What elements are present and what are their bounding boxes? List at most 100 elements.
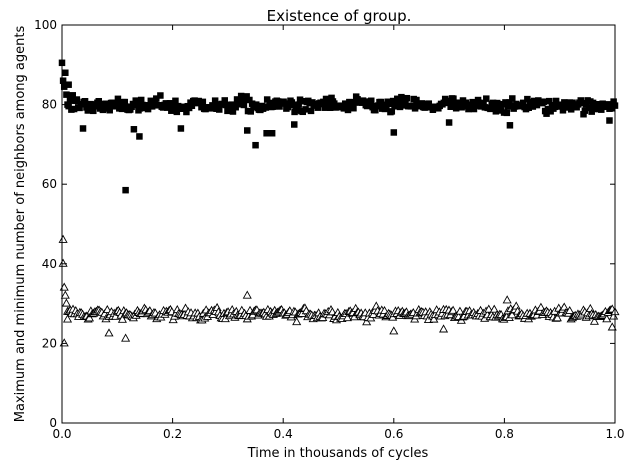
x-tick-label: 0.6 (384, 427, 403, 441)
max-neighbors-point (328, 94, 335, 102)
plot-frame (61, 24, 616, 424)
max-neighbors-point (302, 106, 309, 113)
max-neighbors-point (199, 98, 207, 106)
max-neighbors-point (137, 96, 145, 104)
max-neighbors-point (170, 103, 178, 110)
max-neighbors-point (229, 108, 237, 115)
max-neighbors-point (325, 100, 333, 108)
min-neighbors-point (61, 298, 71, 307)
max-neighbors-point (390, 129, 398, 136)
min-neighbors-point (489, 304, 499, 313)
y-axis-label: Maximum and minimum number of neighbors … (13, 26, 28, 423)
max-neighbors-point (344, 106, 352, 114)
max-neighbors-point (136, 105, 144, 112)
min-neighbors-point (429, 314, 439, 323)
max-neighbors-point (295, 101, 302, 108)
max-neighbors-point (69, 92, 76, 99)
max-neighbors-point (60, 83, 68, 90)
max-neighbors-point (578, 99, 586, 107)
min-neighbors-point (389, 326, 399, 335)
max-neighbors-point (585, 104, 593, 112)
max-neighbors-point (452, 105, 460, 112)
max-neighbors-point (263, 96, 271, 103)
max-neighbors-point (503, 109, 511, 117)
x-tick-label: 0.8 (495, 427, 514, 441)
axis-ticks: 0.0 0.2 0.4 0.6 0.8 1.0 0 20 40 60 80 100 (34, 18, 624, 441)
min-neighbors-point (536, 302, 546, 311)
max-neighbors-point (540, 98, 548, 105)
max-neighbors-point (211, 97, 219, 104)
max-neighbors-point (388, 108, 396, 115)
max-neighbors-point (480, 100, 487, 107)
min-neighbors-point (439, 324, 449, 333)
max-neighbors-point (79, 125, 87, 132)
max-neighbors-point (296, 96, 304, 103)
max-neighbors-point (394, 95, 401, 103)
min-neighbors-point (379, 305, 390, 315)
min-neighbors-point (62, 314, 73, 323)
max-neighbors-point (307, 107, 315, 115)
max-neighbors-point (425, 100, 433, 107)
max-neighbors-point (502, 99, 509, 106)
max-neighbors-point (246, 96, 253, 104)
max-neighbors-point (233, 96, 241, 103)
max-neighbors-point (326, 104, 334, 112)
max-neighbors-point (183, 108, 190, 116)
max-neighbors-point (266, 99, 274, 107)
max-neighbors-point (462, 99, 469, 106)
max-neighbors-point (402, 98, 409, 105)
x-tick-label: 1.0 (605, 427, 624, 441)
max-neighbors-point (118, 105, 126, 113)
min-neighbors-point (602, 314, 612, 323)
max-neighbors-point (153, 95, 160, 102)
max-neighbors-point (347, 98, 354, 106)
min-neighbors-point (58, 258, 68, 267)
max-neighbors-point (114, 95, 122, 103)
max-neighbors-point (106, 106, 113, 114)
min-neighbors-point (292, 317, 302, 326)
max-neighbors-point (487, 105, 494, 113)
x-tick-label: 0.2 (163, 427, 182, 441)
max-neighbors-point (289, 101, 297, 109)
max-neighbors-point (268, 130, 276, 137)
max-neighbors-point (252, 141, 259, 149)
max-neighbors-point (62, 69, 69, 77)
min-neighbors-point (58, 234, 68, 243)
max-neighbors-point (580, 110, 587, 118)
max-neighbors-point (343, 102, 350, 110)
max-neighbors-point (188, 102, 196, 110)
min-neighbors-point (609, 311, 619, 320)
max-neighbors-point (610, 98, 617, 105)
max-neighbors-point (446, 99, 453, 107)
min-neighbors-point (448, 305, 458, 314)
max-neighbors-point (281, 100, 289, 107)
max-neighbors-point (351, 99, 359, 106)
max-neighbors-point (148, 103, 156, 110)
max-neighbors-point (543, 110, 550, 117)
max-neighbors-point (606, 117, 613, 124)
max-neighbors-point (113, 100, 120, 107)
min-neighbors-point (455, 306, 465, 315)
max-neighbors-point (157, 92, 164, 99)
min-neighbors-point (589, 316, 599, 325)
min-neighbors-point (102, 304, 112, 314)
max-neighbors-point (168, 107, 175, 114)
max-neighbors-point (368, 97, 375, 105)
y-tick-label: 60 (42, 177, 57, 191)
max-neighbors-point (87, 100, 94, 108)
max-neighbors-point (276, 103, 283, 110)
min-neighbors-point (342, 313, 352, 322)
max-neighbors-point (130, 126, 138, 133)
y-tick-label: 100 (34, 18, 57, 32)
max-neighbors-point (389, 97, 397, 105)
max-neighbors-point (172, 97, 179, 105)
max-neighbors-point (591, 105, 598, 113)
max-neighbors-point (483, 95, 490, 102)
max-neighbors-point (400, 102, 408, 109)
max-neighbors-point (95, 97, 103, 105)
data-points (58, 59, 620, 347)
max-neighbors-point (263, 130, 270, 137)
max-neighbors-point (395, 99, 402, 107)
x-tick-label: 0.4 (274, 427, 293, 441)
max-neighbors-point (526, 98, 534, 106)
